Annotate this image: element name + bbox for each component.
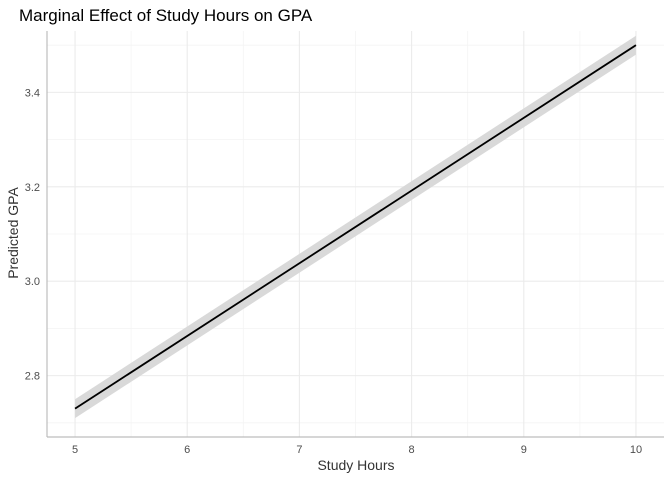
tick-labels: 5 6 7 8 9 10 2.8 3.0 3.2 3.4 xyxy=(25,87,642,456)
x-tick-label: 8 xyxy=(409,444,415,456)
y-tick-label: 3.2 xyxy=(25,182,40,194)
prediction-line xyxy=(74,44,637,410)
x-tick-label: 5 xyxy=(72,444,78,456)
x-tick-label: 7 xyxy=(296,444,302,456)
y-tick-label: 2.8 xyxy=(25,371,40,383)
y-axis-label: Predicted GPA xyxy=(5,187,21,279)
x-tick-label: 6 xyxy=(184,444,190,456)
x-tick-label: 9 xyxy=(521,444,527,456)
axes xyxy=(46,31,664,438)
prediction-line-layer xyxy=(74,44,637,410)
chart-title: Marginal Effect of Study Hours on GPA xyxy=(19,6,313,25)
x-tick-label: 10 xyxy=(630,444,642,456)
y-tick-label: 3.0 xyxy=(25,276,40,288)
x-axis-label: Study Hours xyxy=(317,457,394,473)
minor-gridlines xyxy=(47,31,664,437)
y-tick-label: 3.4 xyxy=(25,87,40,99)
major-gridlines xyxy=(47,31,664,437)
